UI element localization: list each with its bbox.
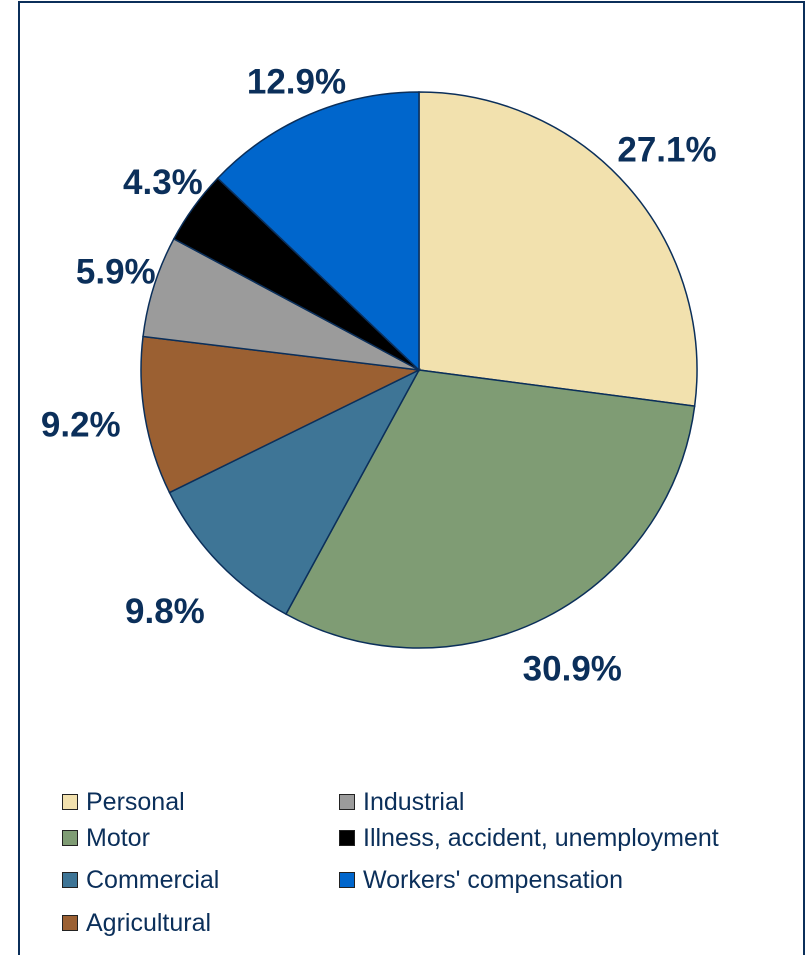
pie-slice-commercial [168,368,421,616]
pie-slice-motor [284,369,696,649]
legend-item-commercial: Commercial [62,863,219,897]
legend-label-workers-compensation: Workers' compensation [363,865,623,894]
legend-label-illness: Illness, accident, unemployment [363,823,719,852]
legend-swatch-industrial [339,794,355,810]
legend-item-personal: Personal [62,785,185,819]
pie-label-agricultural: 9.2% [41,406,121,445]
pie-label-commercial: 9.8% [125,592,205,631]
legend-item-motor: Motor [62,821,150,855]
pie-label-motor: 30.9% [523,649,622,688]
legend-swatch-agricultural [62,915,78,931]
legend-item-agricultural: Agricultural [62,906,211,940]
legend-swatch-workers-compensation [339,872,355,888]
legend-swatch-motor [62,830,78,846]
legend-label-motor: Motor [86,823,150,852]
legend-swatch-illness [339,830,355,846]
pie-chart [140,91,698,649]
pie-label-illness-accident-unemployment: 4.3% [123,163,203,202]
legend-swatch-commercial [62,872,78,888]
legend-item-illness: Illness, accident, unemployment [339,821,719,855]
legend-label-industrial: Industrial [363,787,465,816]
pie-label-personal: 27.1% [617,131,716,170]
pie-labels: 27.1% 30.9% 9.8% 9.2% 5.9% 4.3% 12.9% [41,62,717,688]
legend-item-workers-compensation: Workers' compensation [339,863,623,897]
legend: Personal Motor Commercial Agricultural I… [62,782,792,952]
pie-slice-workers-compensation [216,91,420,372]
legend-item-industrial: Industrial [339,785,464,819]
legend-label-personal: Personal [86,787,185,816]
pie-slice-agricultural [140,335,422,494]
pie-slice-personal [418,91,698,407]
pie-label-industrial: 5.9% [76,252,156,291]
pie-label-workers-compensation: 12.9% [247,62,346,101]
legend-label-commercial: Commercial [86,865,220,894]
legend-swatch-personal [62,794,78,810]
legend-label-agricultural: Agricultural [86,908,212,937]
